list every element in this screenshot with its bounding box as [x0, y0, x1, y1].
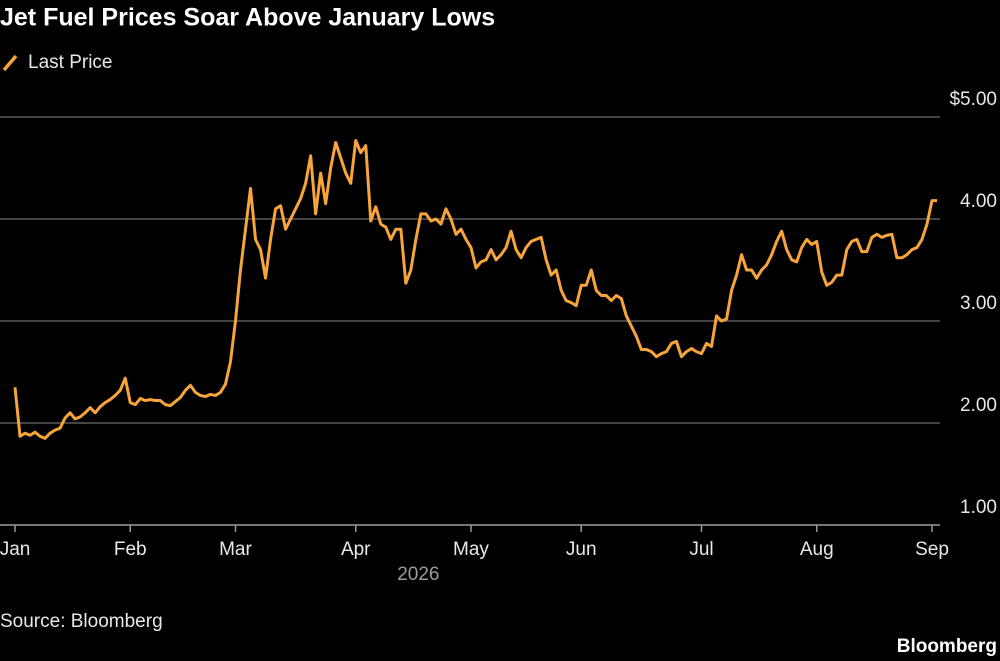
price-line — [13, 138, 937, 440]
y-tick-label: $5.00 — [949, 89, 997, 110]
legend-label: Last Price — [28, 52, 112, 73]
y-tick-label: 1.00 — [960, 497, 997, 518]
x-axis-label: 2026 — [397, 564, 439, 585]
chart-title: Jet Fuel Prices Soar Above January Lows — [0, 4, 495, 32]
x-tick-label: Apr — [341, 539, 371, 560]
legend-swatch — [2, 54, 18, 72]
x-tick-label: Jan — [0, 539, 30, 560]
x-tick-label: Aug — [800, 539, 834, 560]
x-tick-label: Jun — [566, 539, 597, 560]
x-tick-label: Feb — [114, 539, 147, 560]
y-tick-label: 3.00 — [960, 293, 997, 314]
y-tick-label: 2.00 — [960, 395, 997, 416]
x-tick-label: Mar — [219, 539, 252, 560]
logo: Bloomberg — [897, 636, 997, 657]
source: Source: Bloomberg — [0, 611, 163, 632]
x-tick-label: Sep — [915, 539, 949, 560]
x-tick-label: May — [453, 539, 489, 560]
y-tick-label: 4.00 — [960, 191, 997, 212]
x-tick-label: Jul — [689, 539, 713, 560]
